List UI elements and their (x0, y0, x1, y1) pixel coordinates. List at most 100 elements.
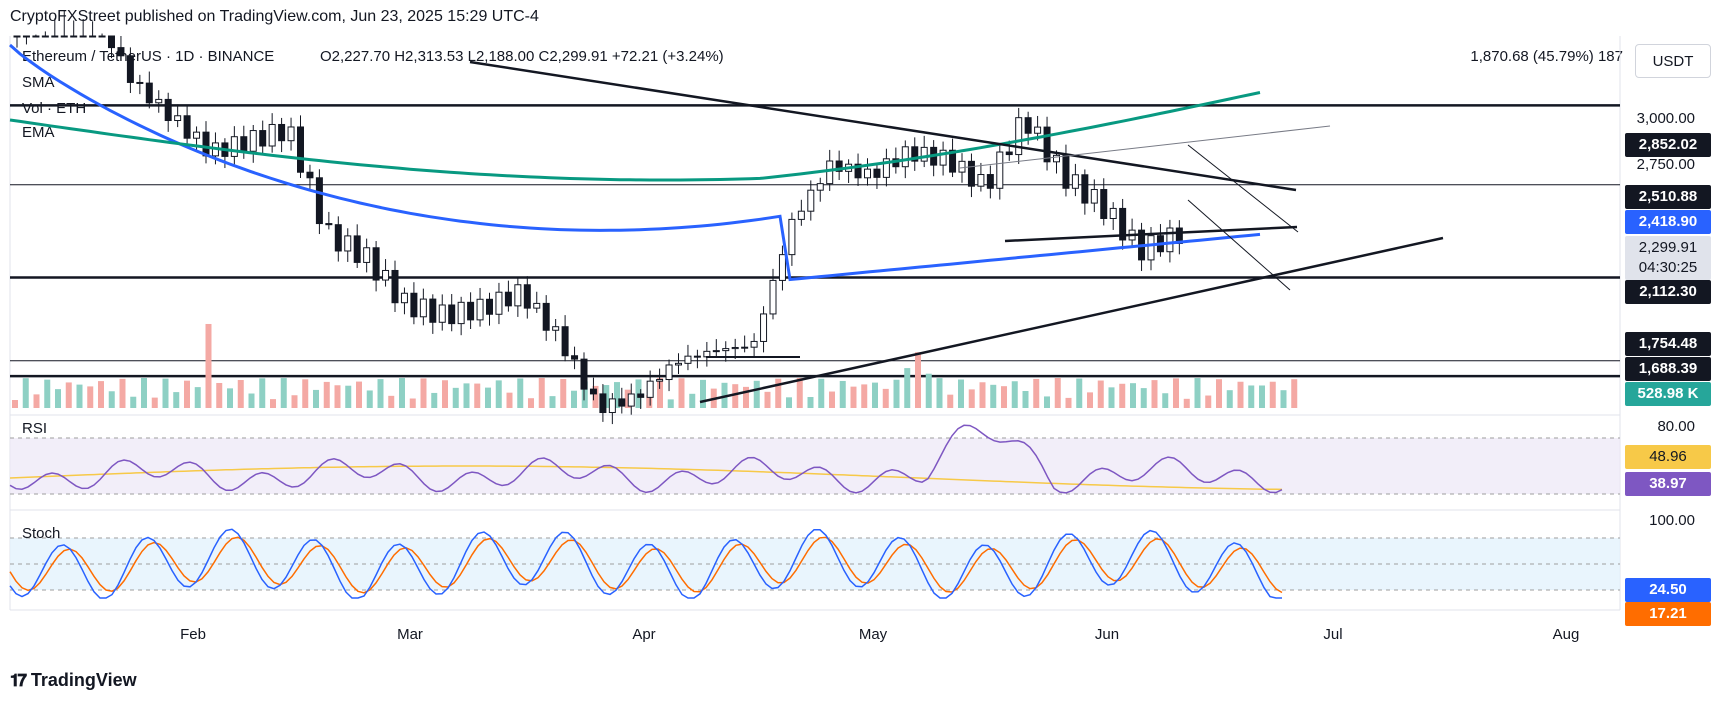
tradingview-logo-icon: 𝟏𝟕 (10, 670, 27, 690)
volume-bar (1151, 380, 1158, 408)
volume-bar (431, 392, 438, 408)
volume-bar (87, 386, 94, 408)
month-feb: Feb (180, 626, 206, 643)
volume-bar (958, 379, 964, 408)
month-apr: Apr (632, 626, 656, 643)
indicator-ema[interactable]: EMA (22, 124, 55, 141)
volume-bar (98, 381, 104, 408)
volume-bar (861, 384, 868, 408)
volume-bar (1119, 383, 1126, 408)
candle-body (712, 350, 720, 353)
candle-body (637, 393, 645, 398)
volume-bar (571, 390, 577, 408)
volume-bar (925, 373, 932, 408)
volume-label: 528.98 K (1625, 382, 1711, 406)
candle-body (1090, 189, 1098, 204)
volume-bar (1183, 398, 1190, 408)
candle-body (504, 291, 512, 307)
volume-bar (786, 397, 792, 408)
volume-bar (302, 379, 309, 408)
candle-body (476, 298, 484, 321)
candle-body (854, 163, 862, 179)
candle-body (287, 126, 295, 142)
candle-body (580, 358, 588, 390)
volume-bar (55, 389, 61, 408)
stoch-band (10, 538, 1620, 590)
candle-body (268, 123, 276, 147)
volume-bar (1065, 397, 1072, 408)
candle-body (70, 35, 78, 38)
candle-body (760, 313, 768, 342)
candle-body (722, 348, 730, 352)
volume-bar (689, 393, 696, 408)
candle-body (627, 393, 635, 407)
rsi-value-label: 38.97 (1625, 472, 1711, 496)
candle-body (533, 302, 541, 309)
volume-bar (818, 378, 825, 408)
volume-bar (882, 388, 889, 408)
candle-body (89, 35, 97, 38)
volume-bar (839, 380, 846, 408)
volume-bar (452, 387, 459, 408)
level-label-2112: 2,112.30 (1625, 280, 1711, 304)
volume-bar (1280, 390, 1287, 408)
volume-bar (12, 400, 18, 408)
volume-bar (184, 380, 190, 408)
volume-bar (538, 378, 545, 408)
candle-body (561, 326, 569, 357)
candle-body (249, 130, 257, 152)
candle-body (693, 355, 701, 358)
candle-body (986, 174, 994, 189)
candle-body (656, 379, 664, 382)
price-tick-2750: 2,750.00 (1636, 156, 1695, 173)
tradingview-footer[interactable]: 𝟏𝟕 TradingView (10, 670, 137, 691)
volume-bar (667, 399, 674, 408)
volume-bar (1108, 387, 1115, 408)
volume-bar (581, 381, 588, 408)
candle-body (901, 146, 909, 168)
rsi-label[interactable]: RSI (22, 420, 48, 437)
volume-bar (33, 394, 40, 408)
symbol-legend[interactable]: Ethereum / TetherUS · 1D · BINANCE (22, 48, 274, 65)
indicator-sma[interactable]: SMA (22, 74, 55, 91)
volume-bar (893, 379, 900, 408)
month-jul: Jul (1323, 626, 1343, 643)
volume-bar (248, 393, 255, 408)
stoch-d-label: 17.21 (1625, 602, 1711, 626)
candle-body (22, 35, 30, 38)
volume-bar (1022, 391, 1029, 408)
candle-body (977, 174, 985, 187)
candle-body (1053, 154, 1060, 163)
volume-bar (829, 391, 835, 408)
candle-body (117, 47, 125, 57)
volume-bar (141, 378, 147, 408)
candle-body (684, 355, 692, 364)
volume-bar (227, 388, 233, 408)
uptrend-line (699, 236, 1444, 404)
volume-bar (560, 379, 567, 408)
volume-bar (1140, 388, 1147, 408)
candle-body (438, 304, 446, 323)
volume-bar (151, 397, 158, 408)
volume-bar (313, 389, 319, 408)
volume-bar (1044, 396, 1050, 408)
volume-bar (872, 382, 878, 408)
candle-body (372, 247, 380, 281)
level-label-2510: 2,510.88 (1625, 185, 1711, 209)
currency-button[interactable]: USDT (1635, 44, 1711, 78)
stoch-k-label: 24.50 (1625, 578, 1711, 602)
volume-bar (463, 383, 470, 408)
volume-bar (657, 378, 663, 408)
candle-body (108, 35, 115, 49)
candle-body (155, 98, 163, 104)
volume-bar (614, 382, 620, 408)
candle-body (816, 183, 824, 191)
volume-bar (1291, 379, 1298, 408)
volume-bar (700, 379, 706, 408)
candle-body (297, 126, 304, 173)
volume-bar (1054, 378, 1061, 408)
stoch-label[interactable]: Stoch (22, 525, 61, 542)
sma-label: 2,418.90 (1625, 210, 1711, 234)
candle-body (429, 298, 437, 323)
